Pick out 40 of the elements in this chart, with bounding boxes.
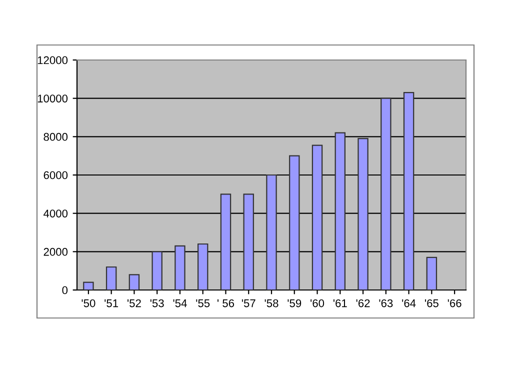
- bar: [243, 194, 254, 290]
- x-tick-label: '61: [333, 299, 347, 308]
- bar: [220, 194, 232, 290]
- bar: [289, 155, 300, 290]
- bar: [83, 282, 94, 290]
- bar: [358, 138, 368, 290]
- x-tick-label: '54: [173, 299, 187, 308]
- bar: [312, 144, 323, 290]
- bar: [403, 92, 414, 290]
- x-tick-label: '57: [242, 299, 256, 308]
- bar: [334, 132, 346, 290]
- bar: [426, 256, 438, 290]
- x-tick-label: '60: [310, 299, 324, 308]
- x-tick-label: '63: [379, 299, 393, 308]
- x-tick-label: '53: [150, 299, 164, 308]
- bar: [106, 266, 117, 290]
- bar: [152, 251, 162, 290]
- bar: [197, 243, 208, 290]
- x-tick-label: '62: [356, 299, 370, 308]
- x-tick-label: '64: [402, 299, 416, 308]
- x-tick-label: '52: [128, 299, 141, 308]
- x-tick-label: '55: [196, 299, 210, 308]
- y-tick-label: 12000: [38, 56, 68, 64]
- y-tick-label: 2000: [44, 248, 68, 256]
- y-tick-label: 8000: [44, 132, 68, 141]
- y-tick-label: 0: [62, 286, 68, 294]
- x-tick-label: '51: [104, 299, 118, 308]
- x-tick-label: '58: [264, 299, 278, 308]
- x-tick-label: '50: [82, 299, 96, 308]
- y-tick-label: 10000: [38, 94, 68, 102]
- x-tick-label: ' 56: [218, 299, 234, 308]
- y-tick-label: 4000: [44, 210, 68, 218]
- x-tick-label: '59: [288, 299, 302, 308]
- bar: [266, 174, 277, 290]
- x-tick-label: '66: [448, 299, 462, 308]
- bar: [380, 98, 392, 290]
- bar: [128, 274, 140, 290]
- y-tick-label: 6000: [44, 171, 68, 180]
- x-tick-label: '65: [425, 299, 438, 308]
- bar: [174, 245, 186, 290]
